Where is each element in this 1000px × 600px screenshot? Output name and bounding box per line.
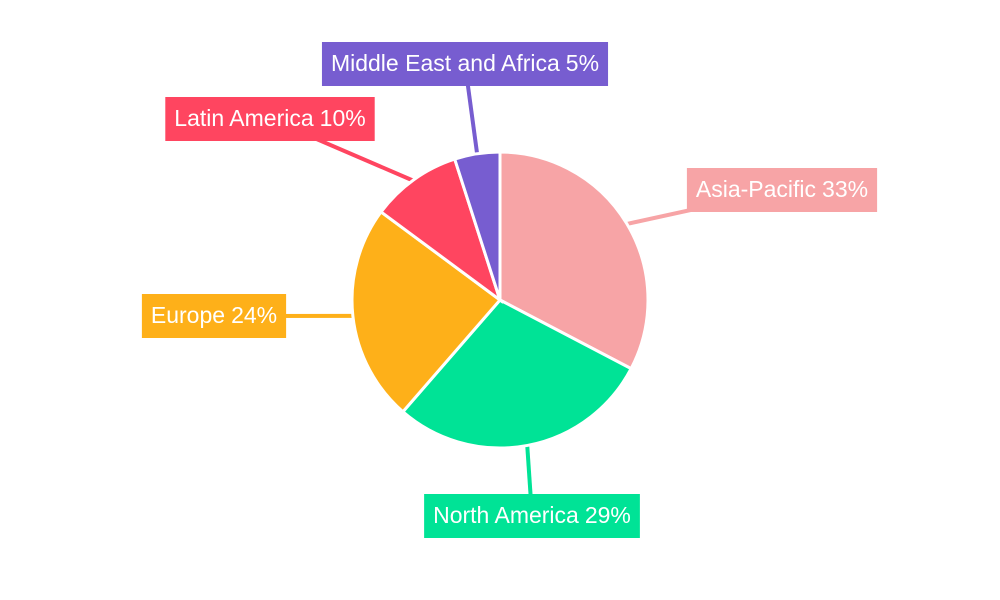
category-label: North America [433, 502, 579, 528]
pie-slice [350, 209, 503, 414]
data-label: Europe 24% [151, 302, 277, 328]
label-box [321, 42, 609, 86]
label-box [424, 494, 640, 538]
pie-slice [452, 150, 502, 301]
data-label: Latin America 10% [174, 105, 365, 131]
category-label: Asia-Pacific [696, 176, 816, 202]
label-box [686, 168, 878, 212]
data-label: Middle East and Africa 5% [331, 50, 599, 76]
value-label: 29% [585, 502, 631, 528]
category-label: Europe [151, 302, 225, 328]
data-label: North America 29% [433, 502, 631, 528]
category-label: Middle East and Africa [331, 50, 560, 76]
category-label: Latin America [174, 105, 314, 131]
labels: Asia-Pacific 33% North America 29% Europe 24%… [141, 42, 878, 538]
value-label: 24% [231, 302, 277, 328]
pie-slice [498, 150, 650, 371]
label-box [141, 294, 287, 338]
label-box [165, 97, 375, 141]
value-label: 10% [320, 105, 366, 131]
pie-slice [400, 298, 634, 450]
value-label: 33% [822, 176, 868, 202]
slices [350, 150, 650, 450]
pie-slice [378, 157, 503, 304]
data-label: Asia-Pacific 33% [696, 176, 868, 202]
value-label: 5% [566, 50, 599, 76]
